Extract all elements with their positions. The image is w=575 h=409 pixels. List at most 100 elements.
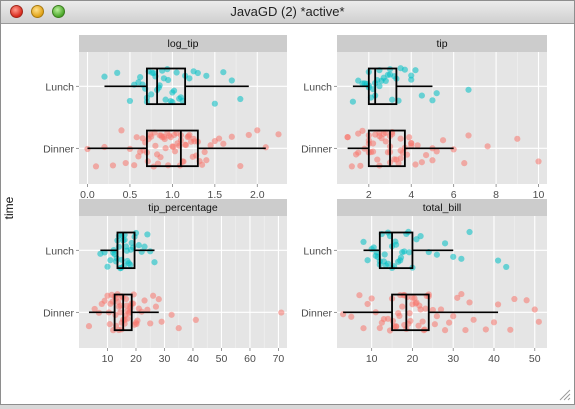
boxplot-lunch	[363, 231, 454, 270]
panel-background	[337, 52, 547, 184]
box-iqr	[367, 67, 398, 106]
panel-background	[79, 216, 287, 348]
box-iqr	[116, 231, 136, 270]
data-point	[433, 313, 441, 320]
data-point	[174, 140, 181, 147]
data-point	[164, 130, 171, 137]
data-point	[348, 313, 355, 320]
data-point	[431, 321, 438, 328]
data-point	[429, 157, 436, 164]
data-point	[397, 155, 404, 162]
data-point	[349, 98, 357, 105]
data-point	[215, 135, 223, 142]
data-point	[415, 322, 422, 329]
data-point	[439, 137, 447, 144]
panel-tip-percentage: tip_percentage 10 20 30 40 50 60 70 Lunch Dinner	[43, 199, 287, 365]
panel-strip	[337, 35, 547, 52]
data-point	[158, 318, 165, 325]
data-point	[364, 257, 371, 264]
panel-title: tip_percentage	[148, 202, 218, 214]
data-point	[503, 263, 510, 271]
data-point	[154, 160, 162, 167]
data-point	[165, 76, 172, 84]
data-point	[211, 100, 218, 107]
y-tick-label: Dinner	[43, 307, 74, 319]
data-point	[429, 97, 436, 104]
data-point	[511, 295, 518, 303]
data-point	[514, 135, 521, 142]
data-point	[126, 97, 134, 105]
box-iqr	[146, 129, 199, 168]
box-iqr	[146, 67, 187, 106]
data-point	[369, 140, 377, 147]
data-point	[85, 323, 93, 330]
title-bar[interactable]: JavaGD (2) *active*	[1, 1, 574, 24]
data-point	[189, 153, 196, 160]
y-tick-label: Dinner	[43, 143, 74, 155]
data-point	[254, 127, 261, 134]
data-point	[133, 134, 140, 141]
data-point	[220, 69, 227, 76]
data-point	[397, 254, 405, 261]
data-point	[458, 290, 465, 298]
data-point	[344, 134, 351, 141]
box-iqr	[367, 129, 406, 168]
close-button[interactable]	[10, 5, 23, 18]
data-point	[118, 127, 125, 134]
panel-tip: tip 2 4 6 8 10 Lunch Dinner	[301, 35, 547, 201]
y-axis-label: time	[2, 196, 16, 219]
data-point	[461, 160, 468, 167]
resize-grip-icon[interactable]	[559, 389, 571, 401]
x-tick-label: 50	[216, 353, 228, 365]
data-point	[275, 131, 282, 138]
data-point	[465, 132, 472, 139]
data-point	[407, 317, 414, 325]
data-point	[179, 97, 186, 104]
data-point	[245, 131, 252, 139]
x-tick-label: 30	[447, 353, 459, 365]
data-point	[278, 309, 285, 316]
data-point	[192, 316, 199, 324]
data-point	[369, 148, 377, 155]
panel-background	[337, 216, 547, 348]
data-point	[374, 156, 381, 163]
minimize-button[interactable]	[31, 5, 44, 18]
x-tick-label: 40	[187, 353, 199, 365]
data-point	[397, 135, 404, 142]
data-point	[106, 321, 113, 328]
panel-title: tip	[436, 38, 447, 50]
data-point	[406, 249, 413, 256]
data-point	[203, 157, 210, 164]
data-point	[523, 297, 530, 304]
data-point	[203, 72, 210, 79]
boxplot-dinner	[88, 293, 159, 332]
data-point	[418, 159, 425, 166]
data-point	[158, 132, 165, 139]
x-tick-label: 2	[366, 189, 372, 201]
y-tick-label: Dinner	[301, 143, 332, 155]
window-title: JavaGD (2) *active*	[230, 4, 345, 19]
plot-area: time log_tip 0.0 0.5 1.0 1.5 2.0 Lunch Dinner tip…	[1, 24, 574, 404]
data-point	[170, 143, 177, 150]
data-point	[490, 319, 498, 326]
data-point	[220, 140, 227, 147]
data-point	[348, 163, 355, 170]
data-point	[454, 294, 461, 301]
x-tick-label: 4	[408, 189, 414, 201]
data-point	[458, 255, 465, 262]
x-tick-label: 60	[244, 353, 256, 365]
y-tick-label: Lunch	[45, 245, 74, 257]
data-point	[465, 86, 472, 93]
data-point	[389, 96, 396, 103]
x-tick-label: 70	[273, 353, 285, 365]
data-point	[535, 318, 542, 325]
zoom-button[interactable]	[52, 5, 65, 18]
data-point	[392, 238, 399, 245]
data-point	[357, 162, 364, 169]
data-point	[147, 248, 154, 255]
data-point	[101, 73, 108, 80]
data-point	[107, 257, 114, 264]
data-point	[412, 161, 419, 168]
data-point	[173, 69, 180, 76]
